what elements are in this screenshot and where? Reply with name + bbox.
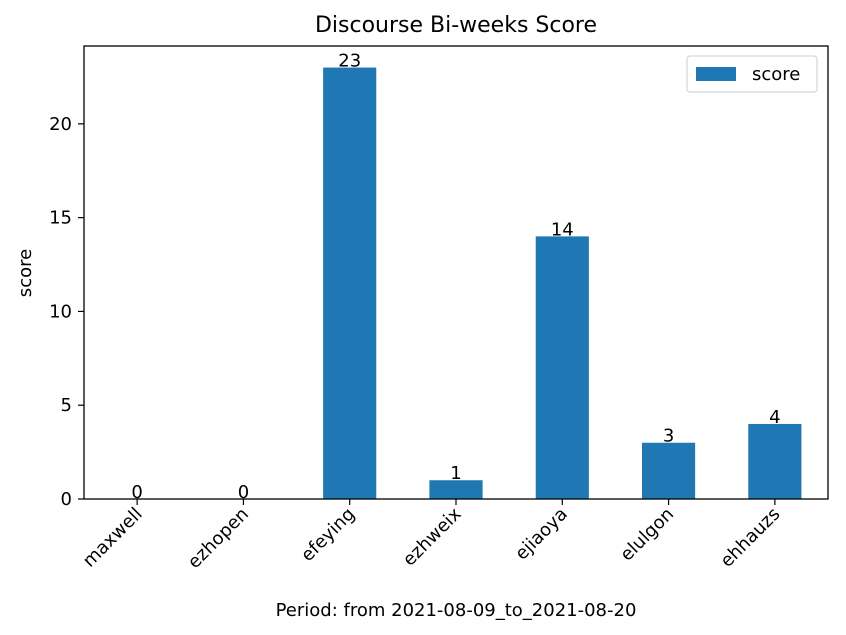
y-tick-label-20: 20 <box>49 114 72 135</box>
chart-title: Discourse Bi-weeks Score <box>315 13 597 38</box>
y-axis: 0 5 10 15 20 <box>49 114 84 510</box>
x-tick-label-elulgon: elulgon <box>616 504 678 566</box>
x-tick-label-efeying: efeying <box>297 504 359 566</box>
y-tick-label-15: 15 <box>49 208 72 229</box>
plot-area: 0 0 23 1 14 3 4 <box>131 51 802 503</box>
bar-elulgon <box>642 442 696 499</box>
legend-label: score <box>752 64 800 85</box>
bar-efeying <box>323 67 377 500</box>
x-axis-label: Period: from 2021-08-09_to_2021-08-20 <box>276 600 637 621</box>
x-tick-label-ehhauzs: ehhauzs <box>716 504 784 572</box>
y-axis-label: score <box>15 249 36 297</box>
data-label-elulgon: 3 <box>663 426 674 447</box>
legend-box <box>686 55 818 93</box>
plot-frame <box>83 45 829 500</box>
y-tick-label-10: 10 <box>49 301 72 322</box>
x-tick-label-ezhopen: ezhopen <box>184 504 253 573</box>
data-label-maxwell: 0 <box>131 482 142 503</box>
y-tick-label-0: 0 <box>61 489 72 510</box>
y-tick-label-5: 5 <box>61 395 72 416</box>
bar-ehhauzs <box>748 423 802 499</box>
data-label-ehhauzs: 4 <box>769 407 780 428</box>
legend-swatch <box>696 67 736 81</box>
bar-ejiaoya <box>535 236 589 500</box>
bar-ezhweix <box>429 480 483 499</box>
x-tick-label-ejiaoya: ejiaoya <box>511 504 572 565</box>
legend: score <box>686 55 818 93</box>
data-label-ezhopen: 0 <box>238 482 249 503</box>
data-label-efeying: 23 <box>338 51 361 72</box>
x-axis: maxwell ezhopen efeying ezhweix ejiaoya elulg… <box>79 499 784 573</box>
data-label-ezhweix: 1 <box>450 463 461 484</box>
x-tick-label-maxwell: maxwell <box>79 504 147 572</box>
x-tick-label-ezhweix: ezhweix <box>399 503 466 570</box>
data-label-ejiaoya: 14 <box>551 219 574 240</box>
